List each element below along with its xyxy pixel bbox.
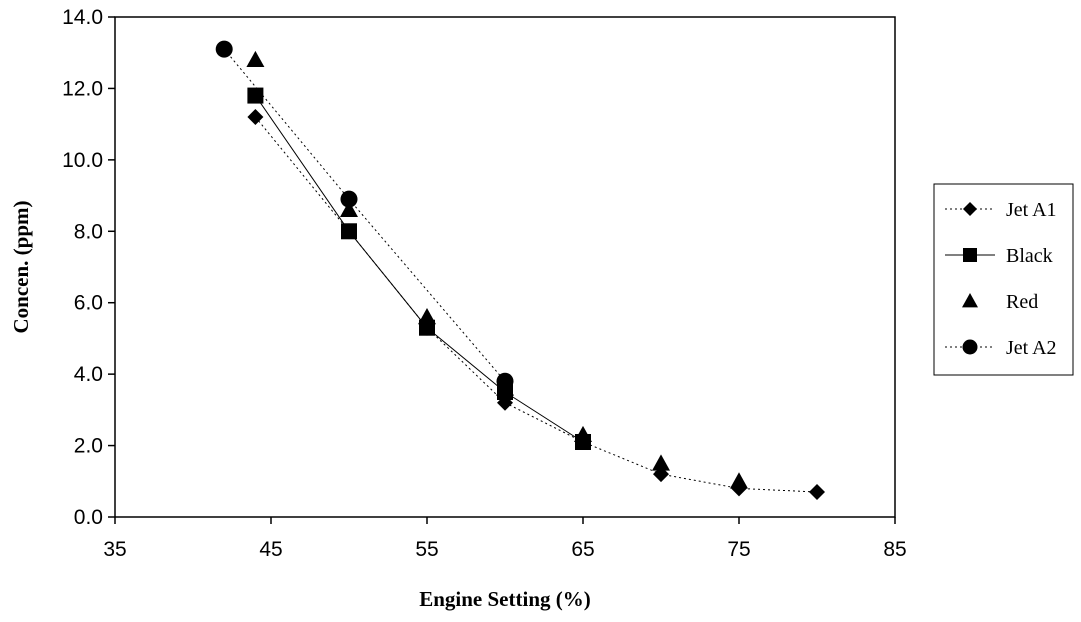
- y-tick-label: 6.0: [74, 292, 103, 315]
- legend-label-jet-a1: Jet A1: [1006, 199, 1057, 221]
- data-point-red: [730, 472, 748, 489]
- y-tick-label: 2.0: [74, 435, 103, 458]
- legend-box: [933, 183, 1074, 376]
- data-point-black: [341, 223, 357, 240]
- x-tick-label: 65: [571, 538, 594, 561]
- data-point-red: [652, 454, 670, 471]
- data-point-jet-a2: [496, 372, 514, 390]
- legend: Jet A1 Black Red Jet A2: [933, 183, 1074, 376]
- y-tick-label: 8.0: [74, 220, 103, 243]
- y-tick-label: 4.0: [74, 363, 103, 386]
- data-point-red: [418, 308, 436, 325]
- data-point-jet-a1: [247, 109, 264, 125]
- y-tick-label: 14.0: [62, 6, 103, 29]
- legend-marker-jet-a2: [962, 339, 978, 355]
- x-tick-label: 45: [259, 538, 282, 561]
- data-point-red: [574, 425, 592, 443]
- plot-area: [114, 16, 896, 518]
- data-point-red: [340, 200, 358, 218]
- legend-marker-jet-a1: [963, 202, 977, 216]
- x-tick-label: 85: [883, 538, 906, 561]
- data-point-jet-a2: [215, 40, 233, 58]
- legend-marker-red: [962, 293, 978, 308]
- legend-label-red: Red: [1006, 291, 1038, 313]
- x-tick-label: 35: [103, 538, 126, 561]
- x-tick-label: 55: [415, 538, 438, 561]
- data-point-jet-a2: [340, 190, 358, 208]
- x-axis-title: Engine Setting (%): [419, 587, 591, 611]
- data-point-jet-a1: [809, 484, 825, 500]
- legend-marker-black: [963, 248, 977, 262]
- y-tick-label: 12.0: [62, 77, 103, 100]
- data-point-black: [247, 87, 264, 104]
- x-tick-label: 75: [727, 538, 750, 561]
- y-tick-label: 0.0: [74, 506, 103, 529]
- y-tick-label: 10.0: [62, 149, 103, 172]
- legend-label-black: Black: [1006, 245, 1053, 267]
- y-axis-title: Concen. (ppm): [9, 200, 33, 333]
- data-point-red: [246, 50, 265, 68]
- legend-label-jet-a2: Jet A2: [1006, 337, 1057, 359]
